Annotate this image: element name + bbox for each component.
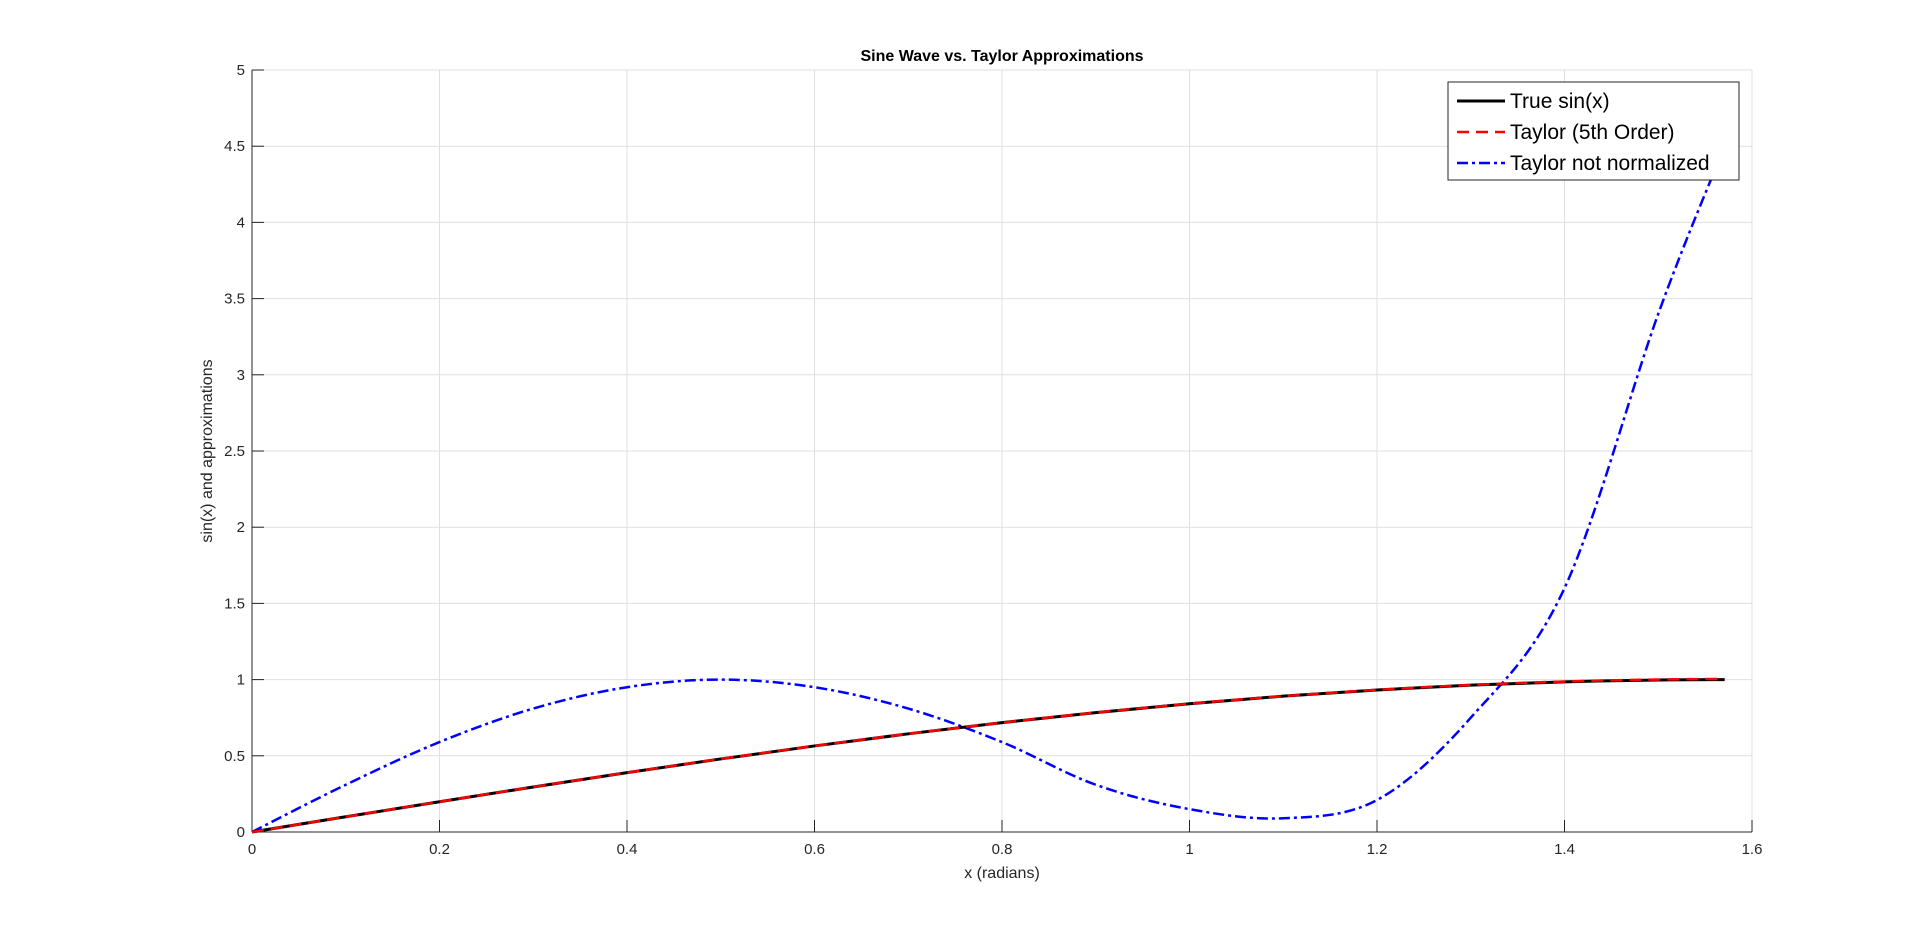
y-tick-label: 0 (237, 824, 245, 841)
y-tick-label: 2.5 (224, 443, 245, 460)
x-tick-label: 0.6 (804, 841, 825, 858)
y-tick-label: 2 (237, 519, 245, 536)
y-tick-label: 4.5 (224, 138, 245, 155)
chart-title: Sine Wave vs. Taylor Approximations (860, 48, 1143, 65)
legend-label-true-sin-x: True sin(x) (1510, 90, 1610, 113)
y-tick-label: 3 (237, 367, 245, 384)
y-tick-label: 3.5 (224, 291, 245, 308)
y-tick-label: 1.5 (224, 595, 245, 612)
legend: True sin(x) Taylor (5th Order) Taylor not … (1447, 81, 1740, 181)
x-tick-label: 0 (248, 841, 256, 858)
y-tick-label: 4 (237, 214, 245, 231)
series-lines (251, 145, 1726, 834)
series-line-taylor-not-normalized (251, 145, 1726, 834)
x-tick-label: 1.4 (1554, 841, 1575, 858)
x-tick-label: 0.8 (992, 841, 1013, 858)
y-tick-label: 0.5 (224, 748, 245, 765)
x-axis-title: x (radians) (964, 865, 1040, 882)
y-axis-title: sin(x) and approximations (199, 359, 216, 542)
series-line-taylor-5th-order (251, 677, 1725, 834)
x-tick-label: 0.2 (429, 841, 450, 858)
x-tick-label: 1.6 (1742, 841, 1763, 858)
x-tick-label: 1 (1185, 841, 1193, 858)
y-tick-label: 1 (237, 672, 245, 689)
legend-label-taylor-5th-order: Taylor (5th Order) (1510, 121, 1675, 144)
ticks: 0 0.2 0.4 0.6 0.8 1 1.2 1.4 1.6 0 0.5 1 1.5 2 2.5 3 3.5 4… (224, 62, 1762, 858)
x-tick-label: 0.4 (617, 841, 638, 858)
y-tick-label: 5 (237, 62, 245, 79)
legend-label-taylor-not-normalized: Taylor not normalized (1510, 152, 1710, 175)
x-tick-label: 1.2 (1367, 841, 1388, 858)
